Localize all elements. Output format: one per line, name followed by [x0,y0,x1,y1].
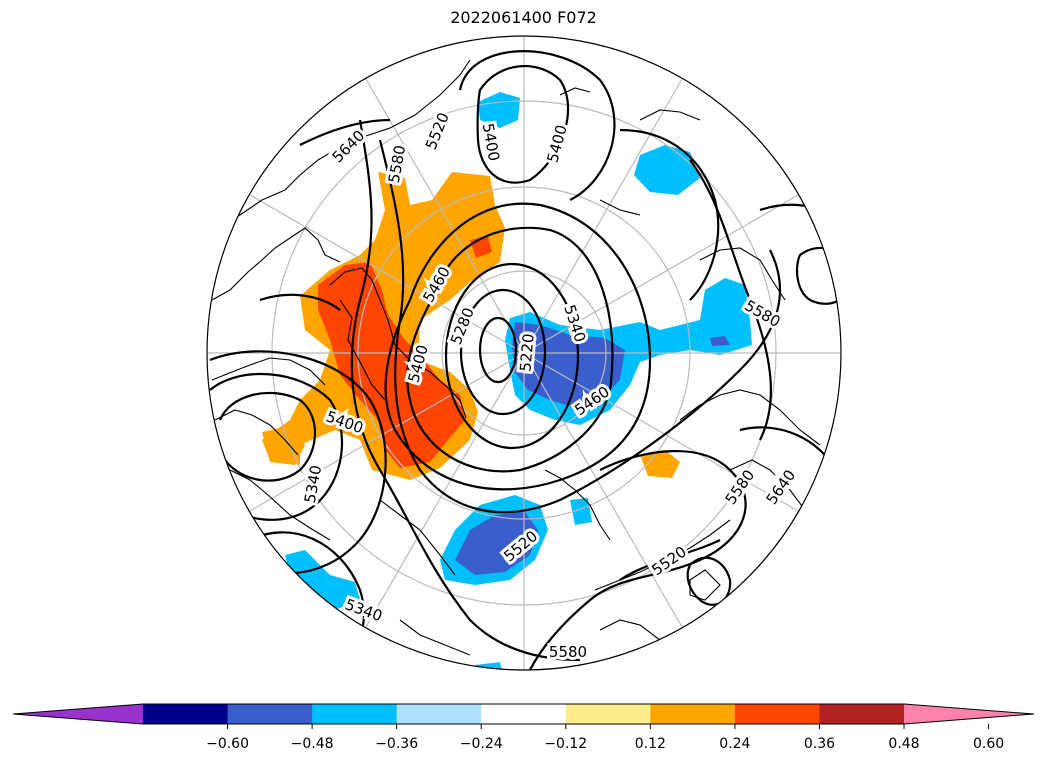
contour-label: 5580 [549,643,587,661]
negative-anomaly-south-core [455,512,538,575]
colorbar-tick-label: 0.12 [635,736,666,752]
colorbar-tick-label: 0.36 [804,736,835,752]
contour-north-low [476,64,570,184]
colorbar-tick-label: −0.60 [206,736,249,752]
colorbar-tick-label: 0.48 [888,736,919,752]
colorbar-tick-label: −0.24 [460,736,503,752]
contour-5580-a [350,119,581,662]
positive-anomaly-west-core [318,262,465,468]
negative-anomaly-sw [285,550,360,610]
height-contours [209,50,841,670]
colorbar-segment [227,704,313,724]
polar-map: 5640 5520 5580 5400 5400 5460 5280 5220 … [206,35,842,671]
contour-west-5400 [259,293,341,311]
contour-5280 [459,288,547,416]
colorbar-tick-label: 0.24 [719,736,750,752]
colorbar-tick-label: 0.60 [973,736,1004,752]
colorbar-segments [12,703,1035,725]
negative-anomaly-se [570,498,592,525]
map-boundary [206,35,842,671]
contour-5340 [444,262,580,450]
contour-5220 [478,316,518,384]
contour-5460 [384,202,652,491]
colorbar-tick-label: −0.36 [375,736,418,752]
colorbar-segment [565,704,651,724]
contour-5640-a [299,118,391,146]
colorbar-extend-high [904,704,1034,724]
anomaly-shading [262,92,752,670]
colorbar-segment [819,704,905,724]
colorbar-segment [481,704,567,724]
negative-anomaly-east-core [710,336,730,346]
contour-west-low2 [209,372,344,521]
contour-east-5580 [689,159,773,441]
colorbar-extend-low [13,704,143,724]
contour-5400 [406,226,614,473]
contour-west-low1 [218,391,317,482]
colorbar-outline [12,703,1035,725]
colorbar-tick-label: −0.12 [544,736,587,752]
colorbar-ticks: −0.60 −0.48 −0.36 −0.24 −0.12 0.12 0.24 0.36 0.4… [206,724,1004,752]
colorbar-segment [143,704,229,724]
colorbar-segment [312,704,398,724]
contour-label: 5220 [516,333,537,373]
contour-south-5520 [619,539,721,581]
positive-anomaly-sw [262,425,305,465]
map-title: 2022061400 F072 [450,8,597,27]
positive-anomaly-east-small [640,450,680,478]
contour-ne [619,128,720,301]
colorbar-segment [734,704,820,724]
colorbar-tick-label: −0.48 [291,736,334,752]
colorbar-segment [396,704,482,724]
contour-5520-a [378,139,782,514]
colorbar-segment [650,704,736,724]
contour-north-low2 [458,50,616,201]
